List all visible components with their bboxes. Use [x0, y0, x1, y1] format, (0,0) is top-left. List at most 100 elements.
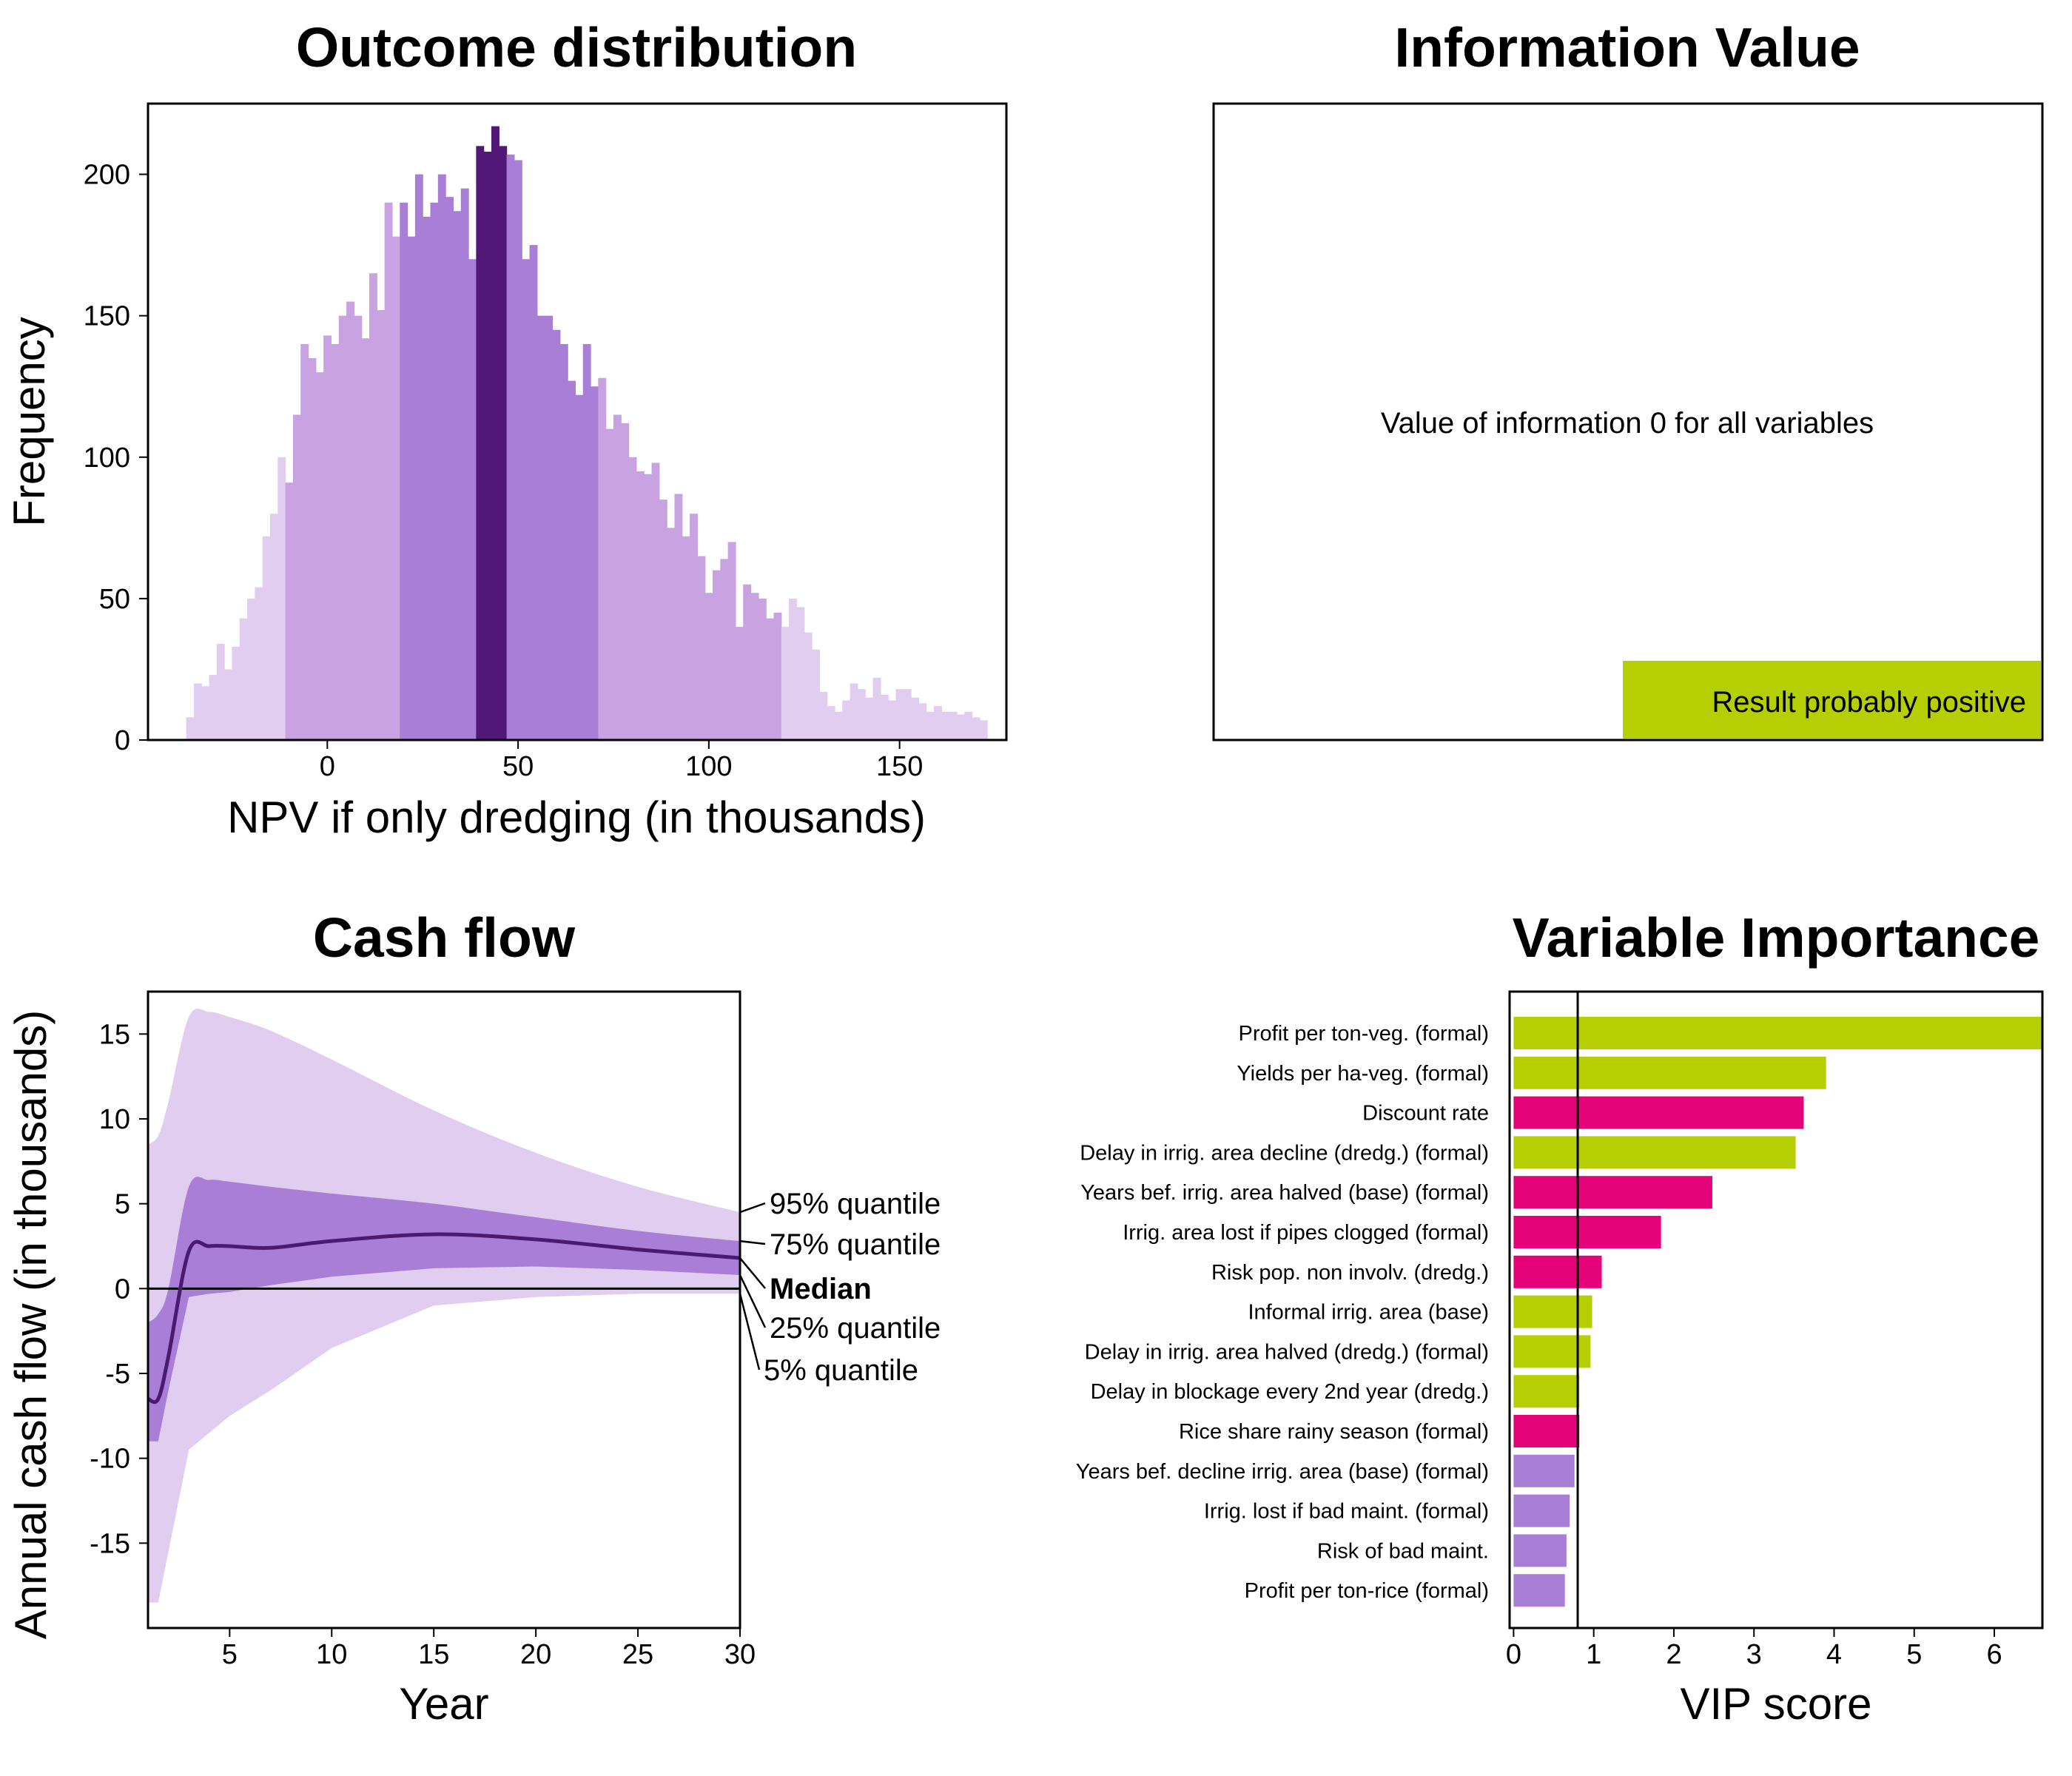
vip-x-tick-label: 6 — [1986, 1639, 2002, 1670]
histogram-bar — [872, 677, 881, 740]
histogram-bar — [308, 358, 317, 740]
vip-x-tick-label: 2 — [1666, 1639, 1681, 1670]
histogram-bar — [819, 692, 828, 740]
vip-bar — [1513, 1017, 2042, 1049]
vip-x-tick-label: 1 — [1586, 1639, 1601, 1670]
histogram-bar — [269, 514, 278, 740]
histogram-bar — [278, 457, 286, 740]
histogram-bar — [880, 694, 889, 740]
histogram-bar — [758, 598, 767, 740]
vip-category-label: Profit per ton-rice (formal) — [1245, 1579, 1489, 1603]
histogram-bar — [964, 711, 973, 740]
histogram-bar — [224, 669, 233, 740]
histogram-y-label: Frequency — [4, 317, 54, 526]
histogram-x-ticks: 0 50 100 150 — [320, 740, 923, 782]
cashflow-y-tick-label: 15 — [99, 1019, 130, 1050]
vip-x-tick-label: 0 — [1506, 1639, 1521, 1670]
vip-x-label: VIP score — [1680, 1679, 1871, 1729]
cashflow-title: Cash flow — [313, 906, 576, 969]
histogram-bar — [216, 644, 225, 740]
vip-category-label: Delay in blockage every 2nd year (dredg.… — [1091, 1380, 1489, 1404]
histogram-bar — [247, 598, 255, 740]
histogram-bar — [934, 706, 942, 740]
cashflow-y-tick-label: -15 — [90, 1528, 130, 1559]
vip-category-label: Yields per ha-veg. (formal) — [1237, 1062, 1489, 1086]
vip-bar — [1513, 1295, 1592, 1328]
histogram-bar — [644, 474, 653, 740]
cashflow-y-tick-label: 10 — [99, 1104, 130, 1135]
vip-category-label: Irrig. area lost if pipes clogged (forma… — [1123, 1221, 1489, 1245]
vip-category-label: Informal irrig. area (base) — [1248, 1301, 1489, 1325]
histogram-bar — [690, 514, 698, 740]
histogram-bar — [361, 338, 370, 740]
cashflow-legend-connector — [739, 1293, 761, 1370]
vip-bar — [1513, 1375, 1580, 1408]
information-value-frame — [1212, 102, 2044, 741]
cashflow-legend: 95% quantile 75% quantile Median 25% quanti… — [739, 1188, 941, 1387]
histogram-bar — [323, 335, 332, 740]
vip-title: Variable Importance — [1513, 906, 2040, 969]
cashflow-legend-label: 75% quantile — [770, 1228, 941, 1261]
histogram-bar — [865, 697, 874, 740]
histogram-bar — [842, 700, 851, 740]
cashflow-y-label: Annual cash flow (in thousands) — [6, 1010, 56, 1640]
histogram-bar — [346, 301, 354, 740]
histogram-bar — [827, 706, 835, 740]
histogram-bar — [369, 273, 377, 740]
vip-frame — [1508, 990, 2044, 1629]
histogram-bar — [491, 126, 500, 741]
information-value-panel: Information Value Value of information 0… — [1212, 16, 2044, 741]
vip-category-label: Years bef. irrig. area halved (base) (fo… — [1080, 1181, 1489, 1205]
histogram-bar — [445, 197, 454, 741]
histogram-frame — [147, 102, 1008, 741]
cashflow-ticks: 5 10 15 20 25 30 -15 -10 -5 0 5 10 15 — [90, 1019, 756, 1670]
vip-bars: Profit per ton-veg. (formal) Yields per h… — [1076, 992, 2042, 1628]
histogram-bar — [315, 372, 324, 740]
histogram-bar — [804, 632, 813, 740]
cashflow-legend-connector — [739, 1202, 766, 1214]
histogram-bar — [651, 462, 660, 740]
histogram-bar — [506, 154, 515, 741]
cashflow-frame — [147, 990, 741, 1629]
histogram-bar — [499, 146, 508, 741]
vip-bar — [1513, 1136, 1796, 1169]
cashflow-y-tick-label: -5 — [105, 1359, 130, 1390]
histogram-y-tick-label: 0 — [115, 725, 130, 756]
cashflow-x-tick-label: 5 — [222, 1639, 238, 1670]
vip-bar — [1513, 1056, 1826, 1089]
vip-x-tick-label: 3 — [1746, 1639, 1762, 1670]
vip-category-label: Risk pop. non involv. (dredg.) — [1211, 1261, 1489, 1285]
cashflow-legend-label: Median — [770, 1273, 872, 1305]
vip-category-label: Delay in irrig. area decline (dredg.) (f… — [1080, 1141, 1489, 1165]
information-value-title: Information Value — [1394, 16, 1860, 78]
histogram-bar — [613, 414, 622, 740]
histogram-bar — [483, 151, 492, 740]
histogram-bar — [391, 236, 400, 741]
vip-category-label: Years bef. decline irrig. area (base) (f… — [1076, 1460, 1489, 1484]
histogram-bar — [727, 542, 736, 740]
cashflow-x-tick-label: 10 — [316, 1639, 347, 1670]
histogram-bar — [354, 315, 363, 741]
vip-category-label: Rice share rainy season (formal) — [1179, 1420, 1489, 1444]
information-value-message: Value of information 0 for all variables — [1381, 407, 1874, 440]
histogram-bar — [437, 174, 446, 741]
vip-bar — [1513, 1534, 1567, 1567]
cashflow-band-5-95 — [148, 1009, 740, 1603]
histogram-bar — [255, 587, 263, 740]
histogram-title: Outcome distribution — [296, 16, 857, 78]
vip-category-label: Profit per ton-veg. (formal) — [1239, 1022, 1489, 1046]
vip-bar — [1513, 1216, 1661, 1248]
histogram-bar — [720, 559, 729, 740]
histogram-bar — [972, 717, 980, 740]
vip-bar — [1513, 1335, 1591, 1368]
histogram-bar — [582, 343, 591, 740]
cashflow-bands — [147, 1009, 741, 1603]
histogram-bar — [193, 683, 202, 740]
histogram-bar — [628, 457, 637, 740]
histogram-bar — [377, 310, 386, 740]
histogram-y-tick-label: 100 — [84, 443, 130, 474]
vip-bar — [1513, 1096, 1804, 1129]
histogram-bar — [735, 627, 744, 740]
histogram-bar — [773, 613, 782, 740]
histogram-bar — [766, 618, 775, 740]
